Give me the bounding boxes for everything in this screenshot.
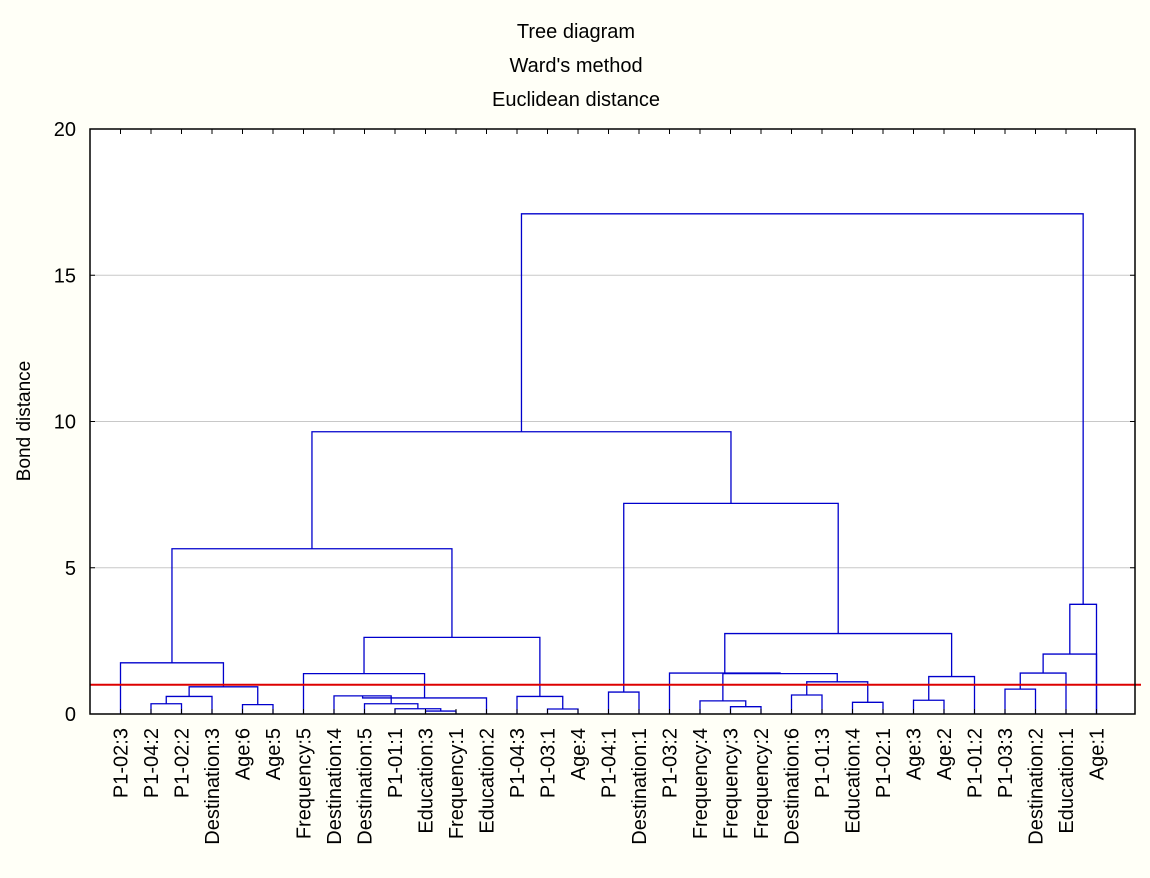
leaf-label-4: Age:6 [233,728,255,780]
leaf-label-18: P1-03:2 [660,728,682,798]
leaf-label-16: P1-04:1 [599,728,621,798]
grid-lines [90,274,1135,569]
title-line-3: Euclidean distance [492,89,660,111]
title-line-1: Tree diagram [517,21,635,43]
axis-ticks [90,128,1135,715]
link-m33 [520,213,1084,605]
leaf-label-9: P1-01:1 [385,728,407,798]
y-tick-labels: 0 5 10 15 20 [54,119,76,726]
link-m8 [363,703,419,714]
leaf-label-0: P1-02:3 [111,728,133,798]
leaf-label-2: P1-02:2 [172,728,194,798]
link-m26 [724,632,953,677]
y-axis-title: Bond distance [14,361,35,481]
link-m1 [150,703,183,714]
leaf-label-22: Destination:6 [782,728,804,845]
leaf-label-30: Destination:2 [1026,728,1048,845]
link-m29 [1004,688,1037,714]
leaf-label-24: Education:4 [843,728,865,834]
leaf-label-23: P1-01:3 [812,728,834,798]
leaf-label-17: Destination:1 [629,728,651,845]
leaf-labels: P1-02:3 P1-04:2 P1-02:2 Destination:3 Age:6 A… [111,728,1109,845]
leaf-label-21: Frequency:2 [751,728,773,839]
title-line-2: Ward's method [509,55,642,77]
leaf-label-6: Frequency:5 [294,728,316,839]
link-m16 [607,691,640,714]
leaf-label-13: P1-04:3 [507,728,529,798]
leaf-label-26: Age:3 [904,728,926,780]
leaf-label-31: Education:1 [1056,728,1078,834]
leaf-label-25: P1-02:1 [873,728,895,798]
leaf-label-11: Frequency:1 [446,728,468,839]
link-m5 [119,662,225,714]
ytick-label-5: 5 [65,558,76,580]
leaf-label-1: P1-04:2 [141,728,163,798]
leaf-label-29: P1-03:3 [995,728,1017,798]
leaf-label-28: P1-01:2 [965,728,987,798]
leaf-label-20: Frequency:3 [721,728,743,839]
leaf-label-32: Age:1 [1087,728,1109,780]
leaf-label-5: Age:5 [263,728,285,780]
leaf-label-8: Destination:5 [355,728,377,845]
leaf-label-14: P1-03:1 [538,728,560,798]
leaf-label-19: Frequency:4 [690,728,712,839]
ytick-label-0: 0 [65,704,76,726]
link-m32 [1069,603,1098,714]
leaf-label-10: Education:3 [416,728,438,834]
leaf-label-12: Education:2 [477,728,499,834]
leaf-label-27: Age:2 [934,728,956,780]
ytick-label-20: 20 [54,119,76,141]
leaf-label-3: Destination:3 [202,728,224,845]
ytick-label-15: 15 [54,265,76,287]
link-m18 [699,700,747,714]
leaf-label-15: Age:4 [568,728,590,780]
leaf-label-7: Destination:4 [324,728,346,845]
ytick-label-10: 10 [54,412,76,434]
link-m24 [912,699,945,714]
